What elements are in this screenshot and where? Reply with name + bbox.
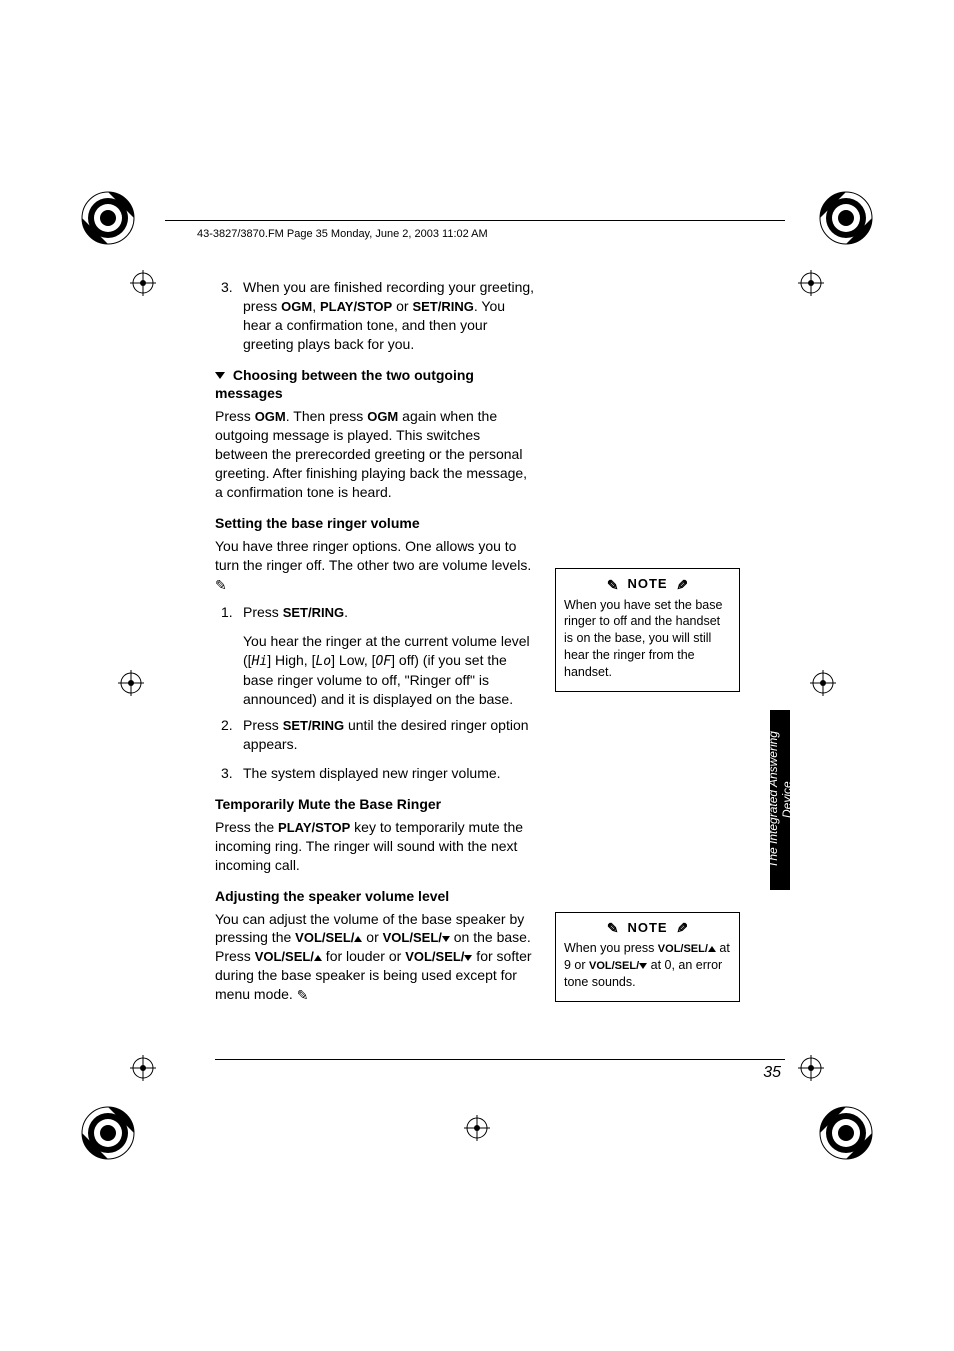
sub-paragraph: You hear the ringer at the current volum… [243, 632, 535, 708]
body-text: The system displayed new ringer volume. [243, 764, 535, 783]
lcd-text: OF [375, 654, 391, 669]
key-label: VOL/SEL/ [658, 943, 708, 955]
chapter-tab: The Integrated Answering Device [770, 710, 790, 890]
list-item-2: 2. Press SET/RING until the desired ring… [215, 716, 535, 754]
body-text: You have three ringer options. One allow… [215, 538, 531, 573]
list-item-1: 1. Press SET/RING. [215, 603, 535, 622]
dropdown-arrow-icon [215, 372, 225, 379]
subheading-ringer: Setting the base ringer volume [215, 514, 535, 533]
body-text: ] High, [ [267, 652, 315, 668]
note-header: NOTE [564, 575, 731, 593]
list-number: 3. [215, 764, 243, 783]
note-text: When you press VOL/SEL/ at 9 or VOL/SEL/… [564, 940, 731, 991]
crop-mark-top-left [80, 190, 160, 270]
list-number: 1. [215, 603, 243, 622]
body-column: 3. When you are finished recording your … [215, 278, 535, 1004]
body-text: Press [243, 604, 283, 620]
subheading-mute: Temporarily Mute the Base Ringer [215, 795, 535, 814]
key-label: VOL/SEL/ [255, 949, 314, 964]
subheading-choosing: Choosing between the two outgoing messag… [215, 366, 535, 404]
body-text: or [362, 929, 382, 945]
key-label: VOL/SEL/ [295, 930, 354, 945]
key-label: OGM [367, 409, 398, 424]
pencil-icon [607, 578, 623, 592]
paragraph: You can adjust the volume of the base sp… [215, 910, 535, 1004]
body-text: or [392, 298, 412, 314]
key-label: PLAY/STOP [320, 299, 392, 314]
down-arrow-icon [639, 963, 647, 969]
reg-mark-right-mid [810, 670, 836, 696]
key-label: SET/RING [412, 299, 473, 314]
body-text: Press the [215, 819, 278, 835]
subheading-volume: Adjusting the speaker volume level [215, 887, 535, 906]
crop-mark-top-right [794, 190, 874, 270]
down-arrow-icon [442, 936, 450, 942]
reg-mark-left-lower [130, 1055, 156, 1081]
paragraph: Press the PLAY/STOP key to temporarily m… [215, 818, 535, 875]
lcd-text: Hi [252, 654, 268, 669]
key-label: VOL/SEL/ [405, 949, 464, 964]
crop-mark-bottom-left [80, 1081, 160, 1161]
sidebar-column: NOTE When you have set the base ringer t… [555, 278, 740, 1002]
header-source-line: 43-3827/3870.FM Page 35 Monday, June 2, … [197, 228, 488, 240]
body-text: , [312, 298, 320, 314]
body-text: for louder or [322, 948, 405, 964]
footer-rule [215, 1059, 785, 1060]
body-text: . [344, 604, 348, 620]
paragraph: Press OGM. Then press OGM again when the… [215, 407, 535, 501]
body-text: Press [243, 717, 283, 733]
body-text: . Then press [286, 408, 367, 424]
pencil-icon [672, 921, 688, 935]
body-text: When you press [564, 941, 658, 955]
crop-mark-bottom-right [794, 1081, 874, 1161]
page-frame: 43-3827/3870.FM Page 35 Monday, June 2, … [165, 190, 785, 1120]
note-box-1: NOTE When you have set the base ringer t… [555, 568, 740, 692]
note-label: NOTE [627, 576, 667, 591]
key-label: VOL/SEL/ [589, 960, 639, 972]
up-arrow-icon [314, 955, 322, 961]
note-box-2: NOTE When you press VOL/SEL/ at 9 or VOL… [555, 912, 740, 1002]
note-ref-icon [215, 578, 231, 592]
note-header: NOTE [564, 919, 731, 937]
reg-mark-left-upper [130, 270, 156, 296]
body-text: ] Low, [ [331, 652, 375, 668]
list-number: 2. [215, 716, 243, 754]
up-arrow-icon [708, 946, 716, 952]
key-label: OGM [255, 409, 286, 424]
body-text: Press [215, 408, 255, 424]
page-number: 35 [763, 1064, 781, 1082]
key-label: VOL/SEL/ [383, 930, 442, 945]
key-label: SET/RING [283, 718, 344, 733]
pencil-icon [672, 578, 688, 592]
reg-mark-right-lower [798, 1055, 824, 1081]
note-text: When you have set the base ringer to off… [564, 597, 731, 681]
list-number: 3. [215, 278, 243, 354]
pencil-icon [607, 921, 623, 935]
lcd-text: Lo [315, 654, 331, 669]
list-item-3: 3. When you are finished recording your … [215, 278, 535, 354]
paragraph: You have three ringer options. One allow… [215, 537, 535, 594]
reg-mark-right-upper [798, 270, 824, 296]
heading-text: Choosing between the two outgoing messag… [215, 367, 474, 402]
list-item-3b: 3. The system displayed new ringer volum… [215, 764, 535, 783]
reg-mark-left-mid [118, 670, 144, 696]
note-label: NOTE [627, 920, 667, 935]
key-label: PLAY/STOP [278, 820, 350, 835]
header-rule [165, 220, 785, 221]
key-label: SET/RING [283, 605, 344, 620]
key-label: OGM [281, 299, 312, 314]
note-ref-icon [297, 988, 313, 1002]
